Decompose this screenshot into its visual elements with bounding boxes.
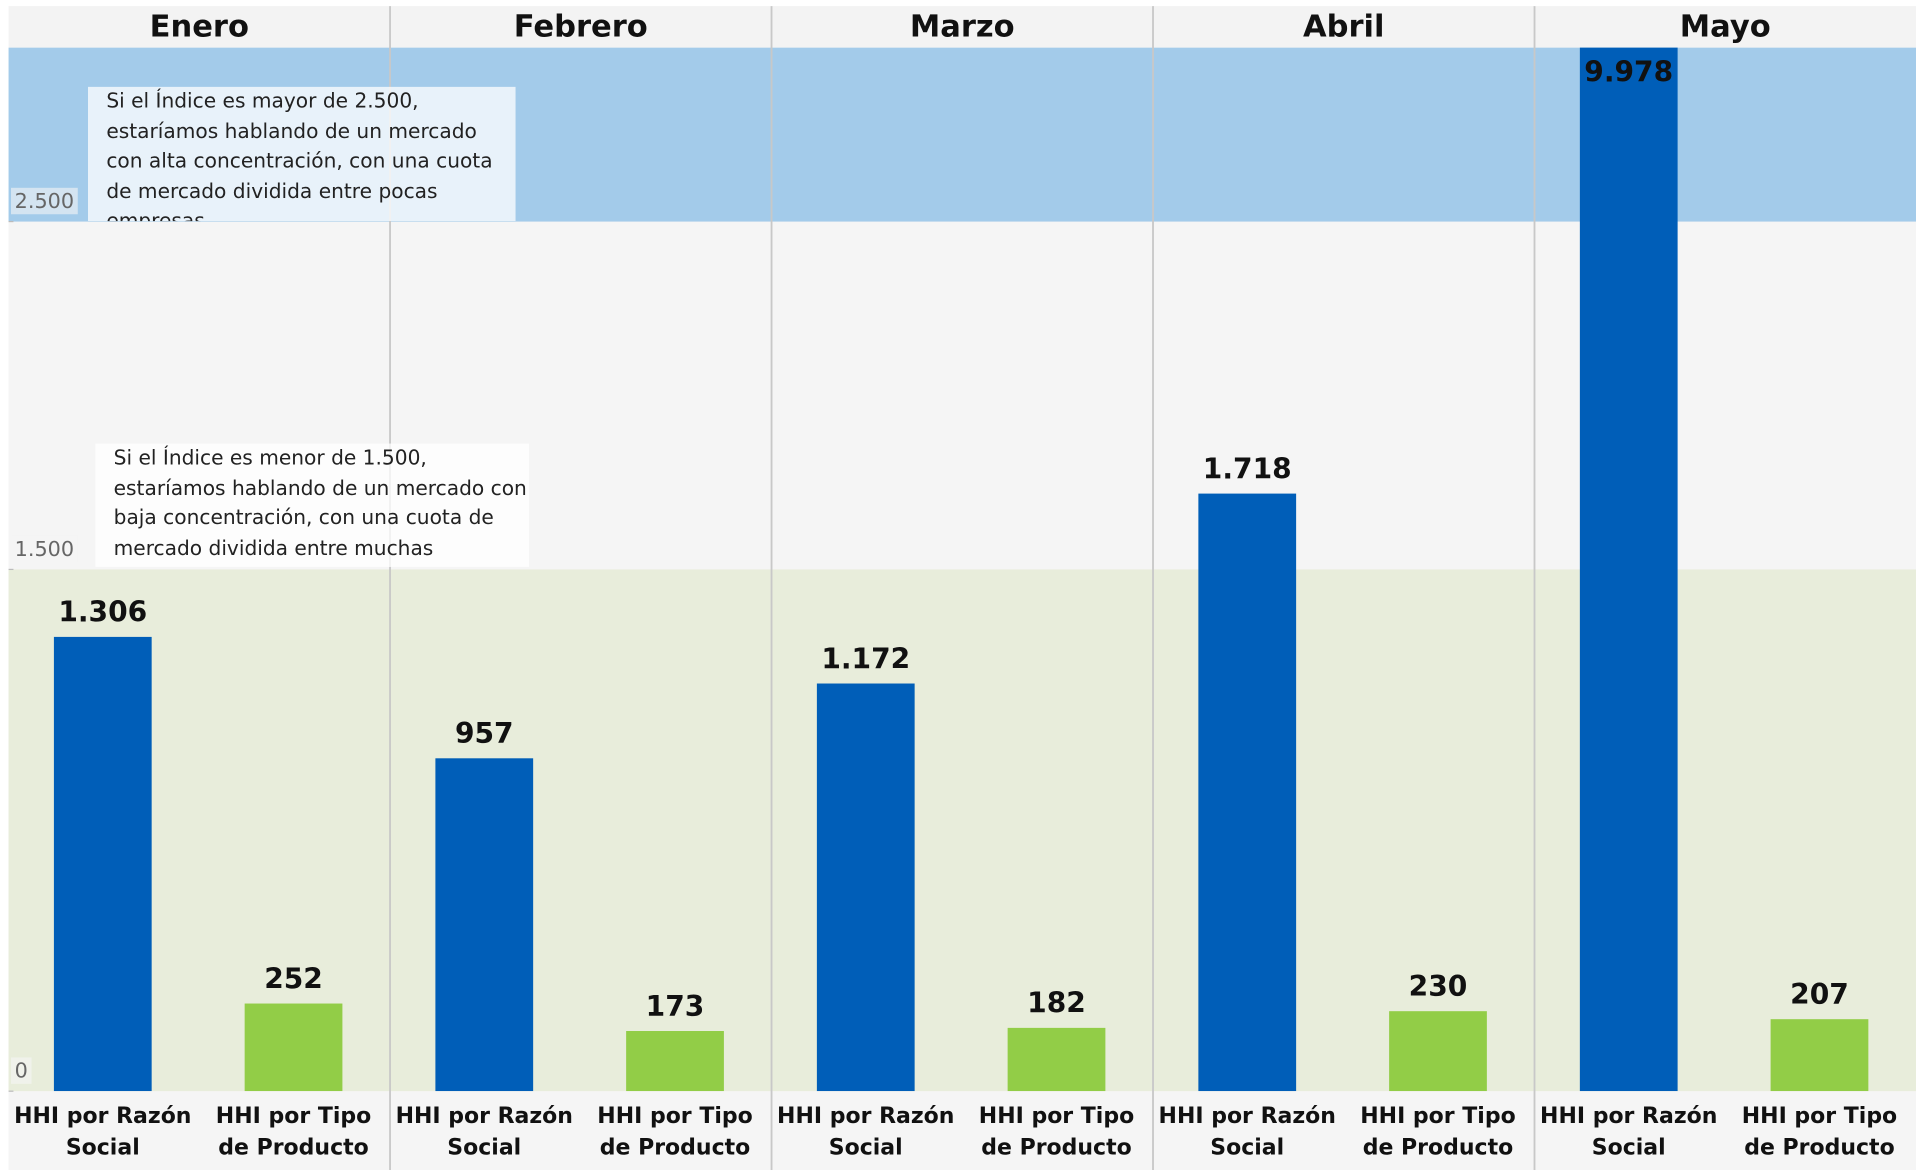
value-label: 1.306	[58, 596, 147, 629]
panel-title: Marzo	[910, 10, 1015, 45]
category-label-box: HHI por Tipo de Producto	[597, 1103, 753, 1161]
bar	[53, 636, 152, 1092]
y-tick-label: 2.500	[15, 189, 74, 213]
bar	[1579, 47, 1678, 1092]
footer-background	[8, 1091, 1916, 1170]
panel-title: Abril	[1303, 10, 1384, 45]
category-label-box: HHI por Tipo de Producto	[215, 1103, 372, 1161]
category-label: HHI por Razón Social	[1540, 1103, 1718, 1161]
value-label: 1.172	[821, 642, 910, 675]
bar	[435, 758, 534, 1092]
value-label: 1.718	[1203, 452, 1292, 485]
category-label: HHI por Razón Social	[395, 1103, 573, 1161]
value-label: 230	[1409, 970, 1468, 1003]
category-label-box: HHI por Tipo de Producto	[1741, 1103, 1898, 1161]
bar	[1389, 1011, 1487, 1092]
category-label-box: HHI por Razón Social	[1158, 1103, 1336, 1161]
category-label: HHI por Tipo de Producto	[1741, 1103, 1898, 1161]
category-label-box: HHI por Razón Social	[777, 1103, 955, 1161]
bar	[1007, 1027, 1106, 1092]
panel-title: Enero	[150, 10, 249, 45]
value-label: 173	[646, 990, 705, 1023]
category-label: HHI por Tipo de Producto	[597, 1103, 753, 1161]
tick-label-background	[11, 1057, 32, 1084]
category-label-box: HHI por Razón Social	[1540, 1103, 1718, 1161]
category-label-box: HHI por Razón Social	[14, 1103, 192, 1161]
category-label: HHI por Tipo de Producto	[215, 1103, 372, 1161]
annotation-box: Si el Índice es mayor de 2.500, estaríam…	[87, 86, 516, 222]
tick-label-background	[11, 535, 78, 563]
y-tick-label: 0	[15, 1059, 28, 1083]
bar	[244, 1003, 343, 1092]
category-label-box: HHI por Tipo de Producto	[1360, 1103, 1516, 1161]
tick-label-background	[11, 187, 78, 215]
category-label: HHI por Tipo de Producto	[978, 1103, 1135, 1161]
bar	[1770, 1019, 1869, 1092]
annotation: Si el Índice es menor de 1.500, estaríam…	[95, 443, 530, 567]
bar	[1198, 493, 1297, 1092]
panel-title: Febrero	[514, 10, 648, 45]
value-label: 957	[455, 717, 514, 750]
bar	[816, 683, 915, 1092]
category-label: HHI por Razón Social	[1158, 1103, 1336, 1161]
category-label-box: HHI por Razón Social	[395, 1103, 573, 1161]
y-tick-label: 1.500	[15, 537, 74, 561]
category-label: HHI por Razón Social	[777, 1103, 955, 1161]
value-label: 182	[1027, 987, 1086, 1020]
panel-title: Mayo	[1680, 10, 1771, 45]
bar	[626, 1031, 724, 1092]
category-label: HHI por Razón Social	[14, 1103, 192, 1161]
category-label: HHI por Tipo de Producto	[1360, 1103, 1516, 1161]
header-background	[8, 6, 1916, 48]
annotation-box: Si el Índice es menor de 1.500, estaríam…	[95, 443, 530, 567]
value-label: 252	[264, 962, 323, 995]
value-label: 207	[1790, 978, 1849, 1011]
category-label-box: HHI por Tipo de Producto	[978, 1103, 1135, 1161]
bars	[53, 47, 1869, 1092]
value-label: 9.978	[1584, 55, 1673, 88]
annotation: Si el Índice es mayor de 2.500, estaríam…	[87, 86, 516, 222]
